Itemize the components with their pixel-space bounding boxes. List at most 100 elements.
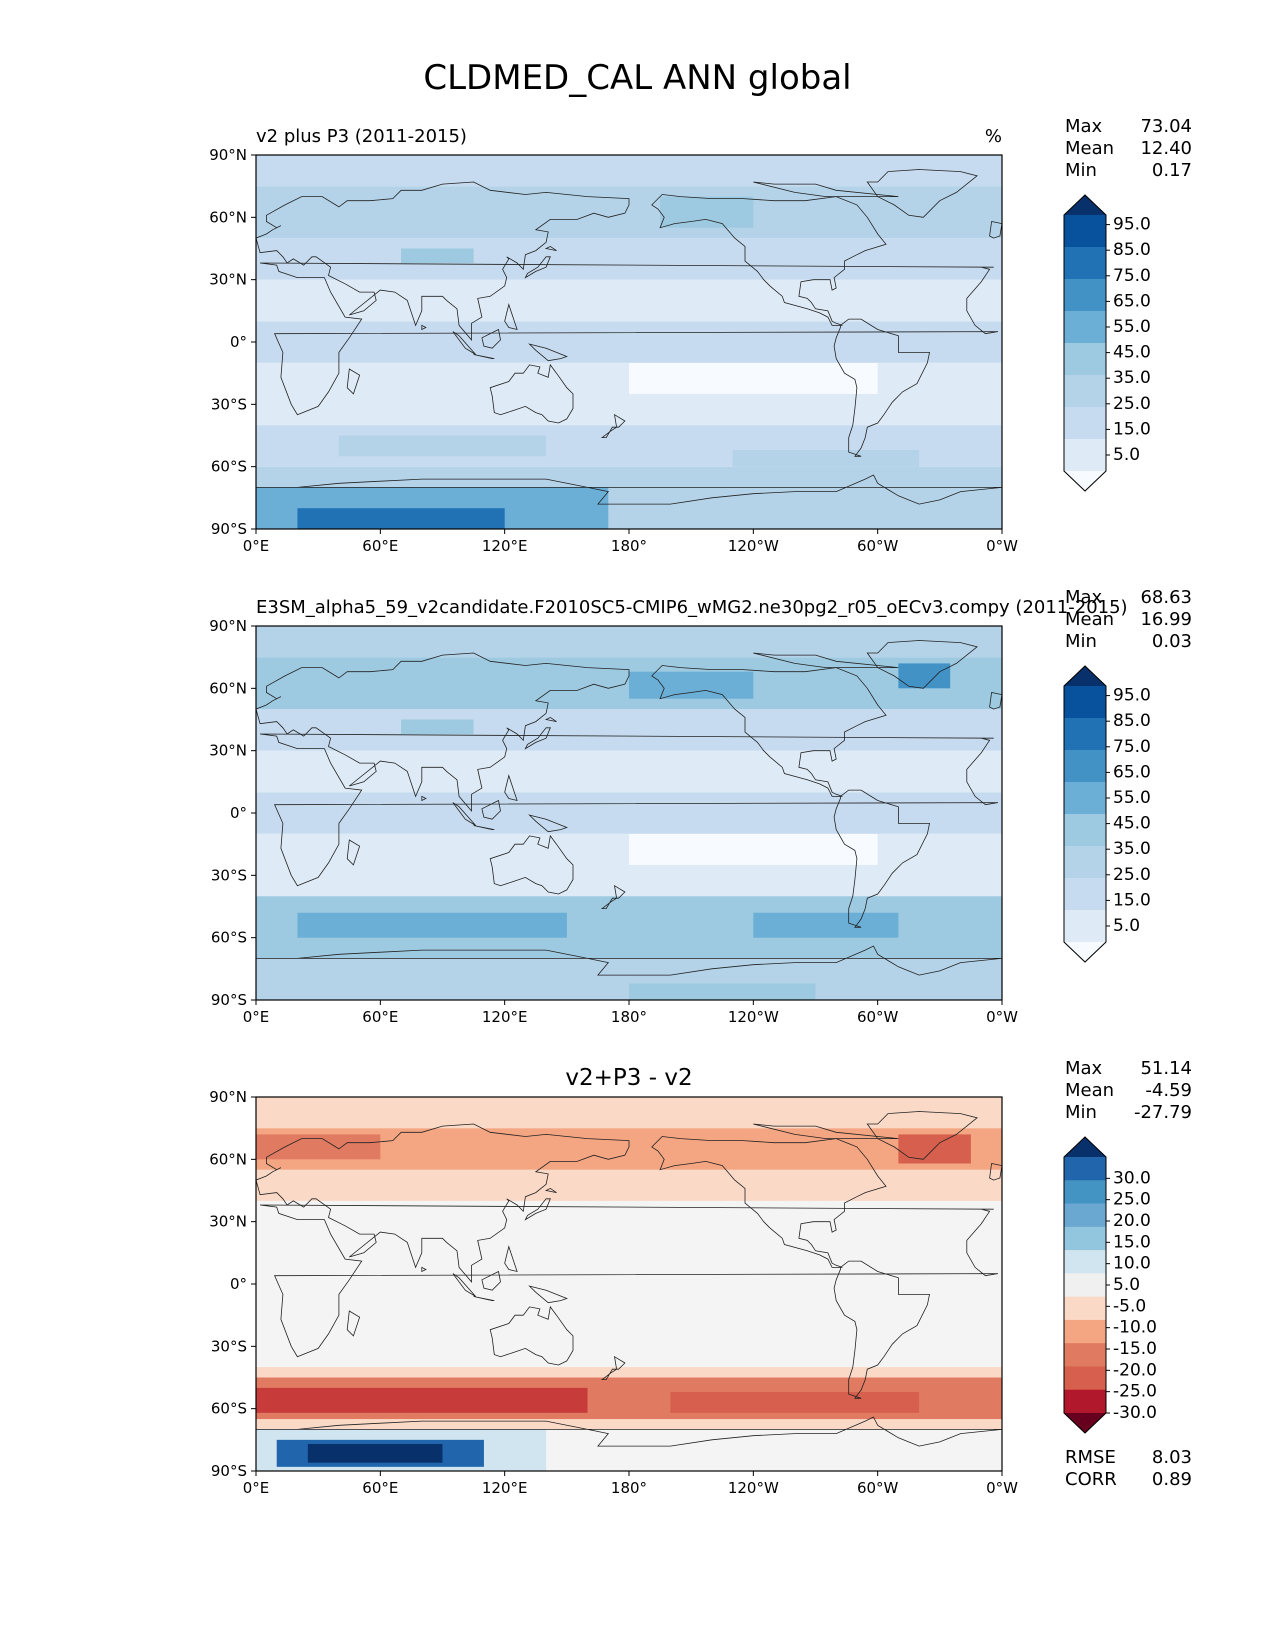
coastline [651,1136,887,1268]
coastline [989,1163,1002,1181]
coastline [504,1245,518,1273]
field-contour [256,279,1002,322]
colorbar-label: 15.0 [1113,419,1151,439]
colorbar-segment [1064,1296,1106,1321]
panel-test: 90°N 60°N 30°N 0° 30°S 60°S 90°S0°E 60°E 120°E 18… [209,116,1192,555]
coastline [256,181,630,341]
colorbar-label: -20.0 [1113,1360,1157,1380]
stat-value: 0.17 [1152,160,1192,181]
stat-value: 0.89 [1152,1469,1192,1490]
coastline [346,368,361,395]
coastline [473,354,495,360]
colorbar-label: 5.0 [1113,916,1140,936]
coastline [260,733,998,887]
stat-value: 68.63 [1140,587,1192,608]
field-contour [629,983,816,1000]
colorbar-segment [1064,279,1106,312]
y-tick-label: 0° [230,804,247,822]
colorbar-extend-min [1064,942,1106,962]
field-contour [256,186,1002,239]
stat-value: 8.03 [1152,1447,1192,1468]
x-tick-label: 180° [611,1008,647,1026]
stat-label: Min [1065,631,1097,652]
coastline [989,221,1002,239]
colorbar-label: 15.0 [1113,1232,1151,1252]
y-tick-label: 30°S [211,866,247,884]
stat-value: 51.14 [1140,1058,1192,1079]
coastline [421,324,427,331]
coastline [833,318,930,457]
colorbar-segment [1064,686,1106,719]
coastline [544,1187,557,1193]
stat-label: Mean [1065,138,1114,159]
y-tick-label: 0° [230,1275,247,1293]
colorbar-label: 65.0 [1113,291,1151,311]
coastline [346,839,361,866]
field-contour [660,196,754,228]
coastline [256,474,1002,505]
y-tick-label: 30°N [209,1213,247,1231]
coastline [481,1270,501,1291]
coastline [651,665,887,797]
y-tick-label: 60°N [209,1150,247,1168]
coastline [528,343,568,362]
y-tick-label: 30°N [209,271,247,289]
y-tick-label: 90°N [209,1088,247,1106]
colorbar-extend-min [1064,471,1106,491]
colorbar-segment [1064,910,1106,943]
x-tick-label: 60°E [362,537,398,555]
x-tick-label: 120°E [482,1008,528,1026]
coastline [256,652,630,812]
y-tick-label: 60°S [211,929,247,947]
colorbar-segment [1064,311,1106,344]
panel-left-title: E3SM_alpha5_59_v2candidate.F2010SC5-CMIP… [256,597,1128,618]
colorbar: 95.0 85.0 75.0 65.0 55.0 45.0 35.0 25.0 15.0 5.0 [1063,665,1151,963]
stat-value: 0.03 [1152,631,1192,652]
colorbar-label: 55.0 [1113,788,1151,808]
coastline [489,363,574,424]
y-tick-label: 60°N [209,208,247,226]
colorbar-segment [1064,1250,1106,1274]
colorbar: 30.025.020.015.010.05.0-5.0-10.0-15.0-20… [1063,1136,1157,1434]
colorbar-segment [1064,1366,1106,1391]
colorbar-segment [1064,750,1106,783]
colorbar-outline [1063,194,1107,492]
coastline [544,245,557,251]
colorbar-label: 85.0 [1113,240,1151,260]
coastline [256,1123,630,1283]
y-tick-label: 0° [230,333,247,351]
colorbar-extend-max [1064,195,1106,215]
field-contour [732,450,920,467]
y-tick-label: 30°S [211,395,247,413]
panel-diff: 90°N 60°N 30°N 0° 30°S 60°S 90°S0°E 60°E 120°E 18… [209,1058,1192,1497]
stat-label: Mean [1065,609,1114,630]
field-contour [753,912,899,938]
colorbar-extend-min [1064,1413,1106,1433]
stat-value: 12.40 [1140,138,1192,159]
coastline [753,1123,899,1139]
field-contour [898,1134,971,1164]
coastline [452,1273,476,1297]
field-contour [307,1443,443,1463]
colorbar-label: 10.0 [1113,1254,1151,1274]
stat-value: -27.79 [1134,1102,1192,1123]
coastline [528,814,568,833]
stat-value: 16.99 [1140,609,1192,630]
colorbar-outline [1063,665,1107,963]
x-tick-label: 0°E [243,1008,270,1026]
stat-value: 73.04 [1140,116,1192,137]
colorbar-label: 25.0 [1113,1190,1151,1210]
colorbar-label: 95.0 [1113,686,1151,706]
coastline [524,727,551,750]
colorbar-label: 20.0 [1113,1211,1151,1231]
stat-label: Mean [1065,1080,1114,1101]
field-contour [629,671,754,699]
field-contour [898,663,951,689]
coastline [452,331,476,355]
field-contour [256,750,1002,793]
y-tick-label: 90°N [209,146,247,164]
panel-left-title: v2 plus P3 (2011-2015) [256,126,467,147]
colorbar-segment [1064,814,1106,847]
coastline [753,181,899,198]
